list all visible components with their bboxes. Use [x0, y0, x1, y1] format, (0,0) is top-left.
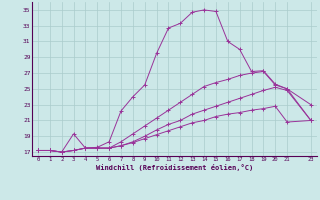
- X-axis label: Windchill (Refroidissement éolien,°C): Windchill (Refroidissement éolien,°C): [96, 164, 253, 171]
